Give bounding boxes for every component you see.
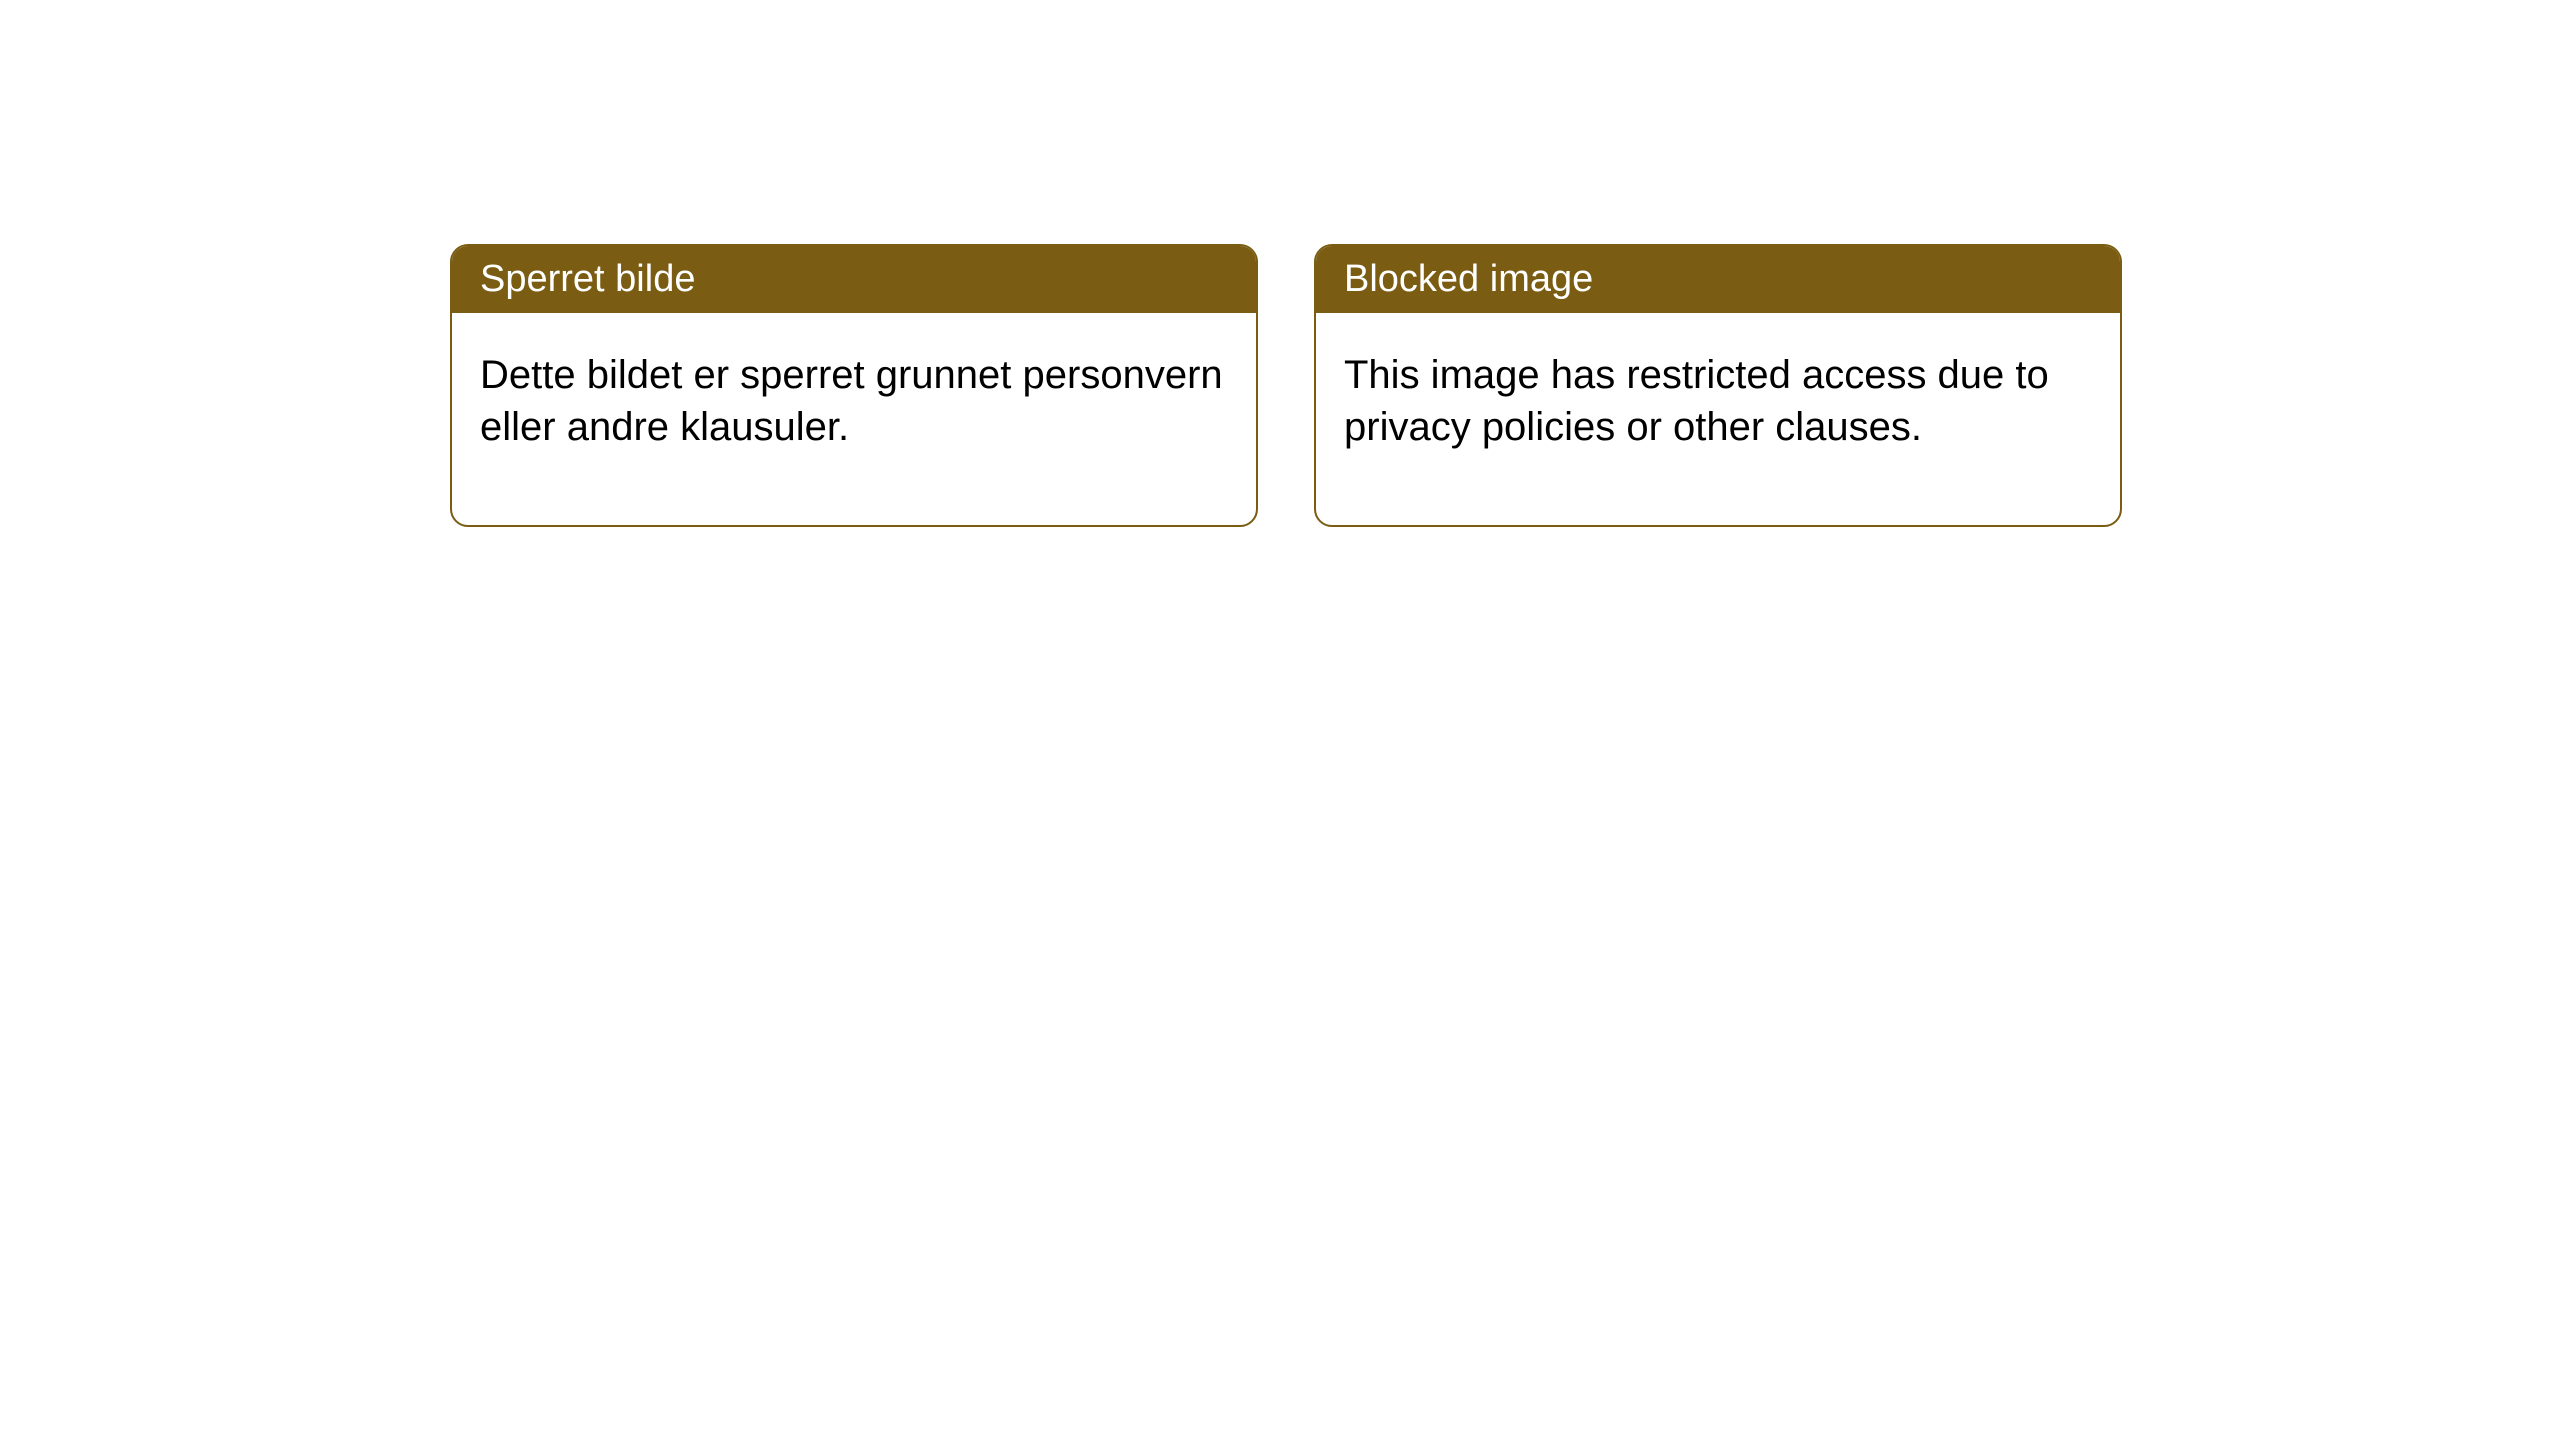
card-body: Dette bildet er sperret grunnet personve… (452, 313, 1256, 525)
card-body: This image has restricted access due to … (1316, 313, 2120, 525)
card-body-text: Dette bildet er sperret grunnet personve… (480, 353, 1223, 449)
card-body-text: This image has restricted access due to … (1344, 353, 2049, 449)
card-title: Blocked image (1344, 258, 1593, 300)
blocked-image-card-no: Sperret bilde Dette bildet er sperret gr… (450, 244, 1258, 527)
card-title: Sperret bilde (480, 258, 695, 300)
card-header: Blocked image (1316, 246, 2120, 313)
card-header: Sperret bilde (452, 246, 1256, 313)
notice-container: Sperret bilde Dette bildet er sperret gr… (0, 0, 2560, 527)
blocked-image-card-en: Blocked image This image has restricted … (1314, 244, 2122, 527)
